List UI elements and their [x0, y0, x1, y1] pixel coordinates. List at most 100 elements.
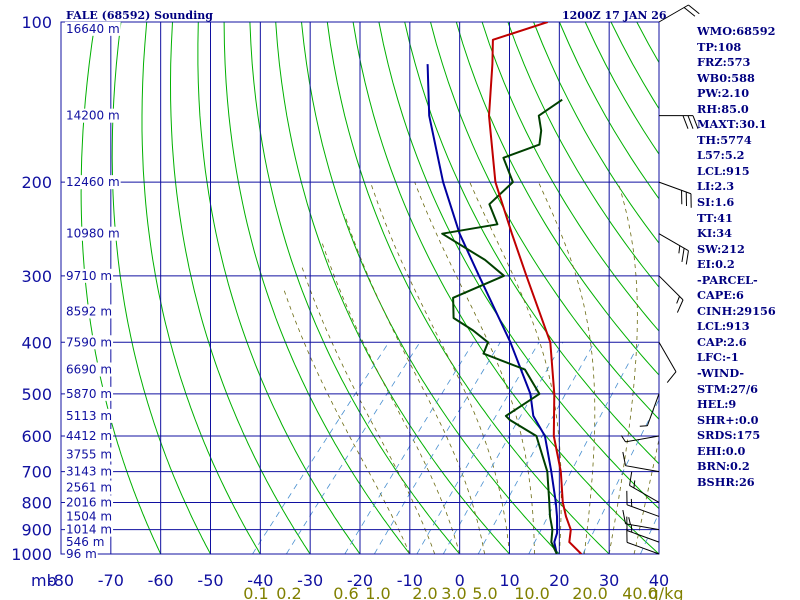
wind-barb-shaft: [626, 504, 660, 517]
mixing-ratio-line: [528, 342, 641, 554]
wind-barb-feather: [687, 115, 694, 129]
mixing-ratio-label: 5.0: [472, 584, 497, 600]
index-item: LFC:-1: [697, 350, 739, 365]
temperature-tick-label: -60: [148, 571, 174, 590]
mixing-ratio-line: [344, 342, 474, 554]
height-label-bg: [65, 428, 114, 443]
index-item: LCL:915: [697, 163, 750, 178]
height-label-bg: [65, 335, 114, 350]
height-label: 14200 m: [66, 109, 120, 123]
temperature-tick-label: 30: [599, 571, 619, 590]
index-item: LI:2.3: [697, 179, 735, 194]
wind-barb-feather: [681, 248, 685, 263]
wind-barb-shaft: [658, 275, 684, 301]
moist-adiabat: [469, 181, 562, 554]
wind-barb: [626, 490, 660, 517]
index-item: BSHR:26: [697, 474, 755, 489]
pressure-tick-label: 800: [21, 493, 52, 512]
temperature-tick-label: -50: [197, 571, 223, 590]
pressure-tick-label: 100: [21, 13, 52, 32]
dry-adiabat: [455, 22, 659, 376]
mixing-ratio-label: 3.0: [441, 584, 466, 600]
wind-barb-shaft: [658, 181, 692, 195]
temperature-tick-label: 10: [499, 571, 519, 590]
dry-adiabat: [326, 22, 610, 554]
height-label-bg: [65, 495, 114, 510]
index-item: -PARCEL-: [697, 272, 758, 287]
height-label-bg: [65, 522, 114, 537]
wind-barb-shaft: [626, 541, 660, 555]
index-item: SI:1.6: [697, 195, 735, 210]
wind-barb: [658, 342, 677, 383]
index-item: TP:108: [697, 39, 742, 54]
wind-barb: [658, 4, 700, 23]
wind-barb: [658, 233, 689, 265]
height-label-bg: [65, 175, 121, 190]
height-label-bg: [65, 509, 114, 524]
index-item: RH:85.0: [697, 101, 749, 116]
wind-barb-shaft: [625, 435, 660, 443]
wind-barb-feather: [666, 371, 677, 383]
height-label: 2561 m: [66, 481, 112, 495]
index-item: -WIND-: [697, 366, 745, 381]
plot-frame: [60, 21, 660, 555]
wind-barb-shaft: [658, 233, 689, 252]
mixing-ratio-label: 0.2: [276, 584, 301, 600]
wind-barb: [626, 528, 660, 555]
dry-adiabat: [352, 22, 659, 554]
pressure-tick-label: 500: [21, 385, 52, 404]
height-label: 10980 m: [66, 227, 120, 241]
height-label-bg: [65, 226, 121, 241]
moist-adiabat: [321, 242, 461, 554]
wind-barb-shaft: [658, 342, 677, 372]
temperature-tick-label: 40: [649, 571, 669, 590]
index-item: SRDS:175: [697, 428, 761, 443]
wind-barb-feather: [692, 115, 699, 129]
height-label: 9710 m: [66, 269, 112, 283]
valid-time: 1200Z 17 JAN 26: [562, 9, 667, 22]
height-label-bg: [65, 108, 121, 123]
wind-barb-shaft: [626, 530, 660, 543]
dry-adiabat: [169, 22, 311, 554]
dry-adiabat: [223, 22, 411, 554]
dry-adiabat: [430, 22, 659, 420]
temperature-tick-label: -30: [297, 571, 323, 590]
wind-barb-feather: [622, 509, 627, 524]
wind-barb: [620, 435, 660, 443]
temperature-tick-label: -70: [98, 571, 124, 590]
wind-barb-feather: [682, 115, 689, 129]
wind-barb-shaft: [625, 465, 660, 473]
temperature-tick-label: -40: [247, 571, 273, 590]
index-item: LCL:913: [697, 319, 750, 334]
height-label-bg: [65, 547, 98, 561]
mixing-ratio-label: 10.0: [514, 584, 550, 600]
wind-barb: [639, 393, 660, 427]
temperature-tick-label: 20: [549, 571, 569, 590]
mixing-ratio-line: [252, 342, 390, 554]
wind-barb-feather: [629, 471, 633, 486]
wind-barb-half-feather: [678, 245, 681, 254]
index-item: WB0:588: [697, 70, 755, 85]
wind-barb-feather: [688, 4, 700, 15]
wind-barb-shaft: [625, 523, 660, 531]
dry-adiabat: [404, 22, 659, 465]
dry-adiabat: [533, 22, 659, 244]
station-title: FALE (68592) Sounding: [66, 9, 213, 22]
height-label-bg: [65, 268, 114, 283]
pressure-tick-label: 900: [21, 521, 52, 540]
height-label: 8592 m: [66, 304, 112, 318]
height-label-bg: [65, 408, 114, 423]
dewpoint-curve: [441, 98, 563, 554]
stability-indices-panel: WMO:68592 TP:108 FRZ:573 WB0:588 PW:2.10 RH:8…: [697, 24, 776, 490]
wind-barb-half-feather: [676, 296, 680, 304]
wind-barb-feather: [676, 299, 684, 313]
wind-barb-feather: [683, 7, 696, 17]
temperature-tick-label: -20: [347, 571, 373, 590]
mixing-ratio-line: [582, 398, 659, 554]
height-label: 5870 m: [66, 387, 112, 401]
index-item: WMO:68592: [697, 24, 776, 38]
pressure-tick-label: 1000: [11, 545, 52, 564]
index-item: CINH:29156: [697, 303, 776, 318]
dry-adiabat: [301, 22, 561, 554]
wind-barb-feather: [685, 250, 689, 265]
